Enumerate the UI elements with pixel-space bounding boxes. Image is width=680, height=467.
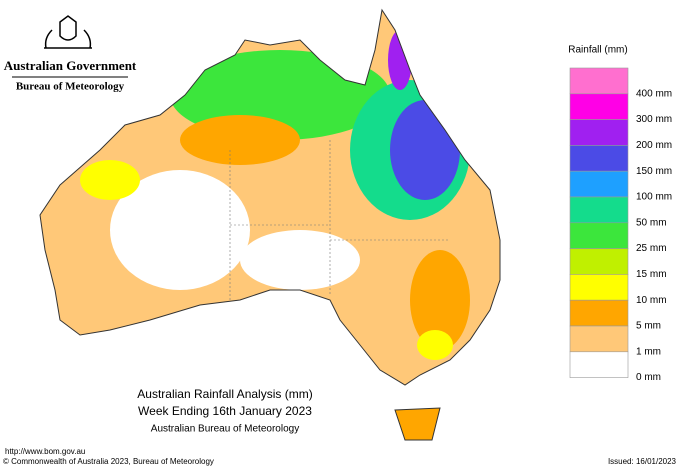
legend-swatch xyxy=(569,351,629,378)
map-subtitle: Week Ending 16th January 2023 xyxy=(138,404,312,418)
agency-name: Australian Government xyxy=(4,58,137,73)
legend-swatch xyxy=(569,145,629,172)
legend-swatch xyxy=(569,119,629,146)
legend-swatch xyxy=(569,170,629,198)
legend-label: 0 mm xyxy=(636,372,661,383)
legend-swatch xyxy=(569,67,629,95)
map-source: Australian Bureau of Meteorology xyxy=(151,424,299,435)
legend-swatch xyxy=(569,325,629,353)
legend-label: 300 mm xyxy=(636,114,672,125)
legend-swatch xyxy=(569,248,629,275)
legend-swatch xyxy=(569,93,629,120)
legend-label: 10 mm xyxy=(636,295,667,306)
tasmania xyxy=(394,407,441,441)
legend-label: 200 mm xyxy=(636,140,672,151)
issued-date: Issued: 16/01/2023 xyxy=(608,457,677,466)
legend-label: 150 mm xyxy=(636,166,672,177)
legend-swatch xyxy=(569,196,629,224)
legend-swatch xyxy=(569,274,629,301)
legend: 400 mm 300 mm 200 mm 150 mm 100 mm 50 mm 25 mm… xyxy=(569,67,672,383)
legend-label: 5 mm xyxy=(636,321,661,332)
map-title: Australian Rainfall Analysis (mm) xyxy=(137,387,312,401)
coat-of-arms xyxy=(44,15,92,49)
legend-swatch xyxy=(569,299,629,327)
legend-label: 25 mm xyxy=(636,243,667,254)
legend-swatch xyxy=(569,222,629,249)
legend-title: Rainfall (mm) xyxy=(568,45,627,56)
bureau-name: Bureau of Meteorology xyxy=(16,81,125,93)
state-borders xyxy=(229,140,450,300)
legend-label: 1 mm xyxy=(636,346,661,357)
legend-label: 400 mm xyxy=(636,88,672,99)
legend-label: 50 mm xyxy=(636,217,667,228)
legend-label: 100 mm xyxy=(636,192,672,203)
copyright: © Commonwealth of Australia 2023, Bureau… xyxy=(3,457,214,466)
url: http://www.bom.gov.au xyxy=(5,447,85,456)
legend-label: 15 mm xyxy=(636,269,667,280)
